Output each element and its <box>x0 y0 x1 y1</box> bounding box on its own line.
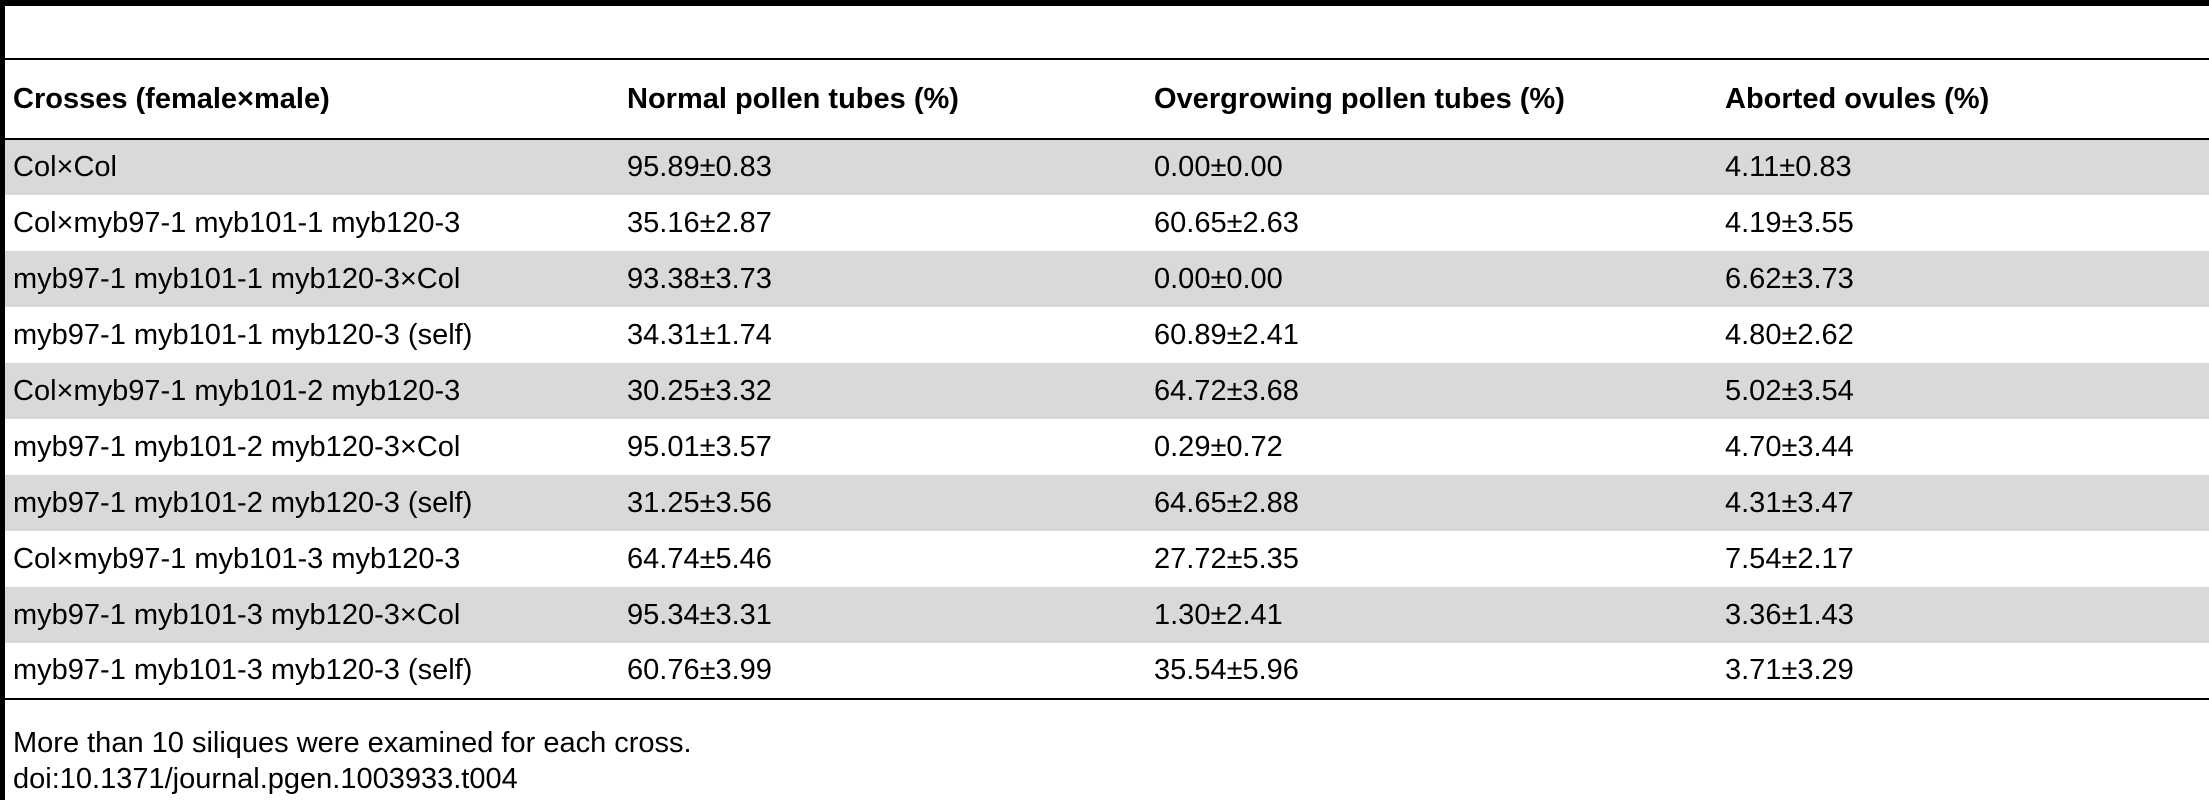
cell-aborted: 3.36±1.43 <box>1717 587 2209 643</box>
table-row: Col×myb97-1 myb101-3 myb120-3 64.74±5.46… <box>5 531 2209 587</box>
cell-normal: 64.74±5.46 <box>627 542 772 575</box>
cell-cross: Col×Col <box>5 139 619 195</box>
cell-normal: 35.16±2.87 <box>627 206 772 239</box>
cell-overgrowing: 0.29±0.72 <box>1154 430 1283 463</box>
cell-normal: 95.89±0.83 <box>619 139 1146 195</box>
cell-normal: 60.76±3.99 <box>619 643 1146 700</box>
cell-aborted: 5.02±3.54 <box>1717 363 2209 419</box>
cell-aborted: 4.80±2.62 <box>1725 318 1854 351</box>
cell-overgrowing: 35.54±5.96 <box>1146 643 1717 700</box>
cell-aborted: 4.11±0.83 <box>1717 139 2209 195</box>
table-row: myb97-1 myb101-3 myb120-3×Col 95.34±3.31… <box>5 587 2209 643</box>
table-row: myb97-1 myb101-2 myb120-3 (self) 31.25±3… <box>5 475 2209 531</box>
table-row: myb97-1 myb101-1 myb120-3×Col 93.38±3.73… <box>5 251 2209 307</box>
doi-label: doi:10.1371/journal.pgen.1003933.t004 <box>13 763 518 795</box>
table-header-row: Crosses (female×male) Normal pollen tube… <box>5 58 2209 140</box>
cell-cross: Col×myb97-1 myb101-3 myb120-3 <box>13 542 461 575</box>
cell-overgrowing: 64.72±3.68 <box>1146 363 1717 419</box>
cell-overgrowing: 64.65±2.88 <box>1146 475 1717 531</box>
cell-normal: 93.38±3.73 <box>619 251 1146 307</box>
cell-normal: 95.34±3.31 <box>619 587 1146 643</box>
cell-normal: 95.01±3.57 <box>627 430 772 463</box>
cell-overgrowing: 60.65±2.63 <box>1154 206 1299 239</box>
cell-normal: 30.25±3.32 <box>619 363 1146 419</box>
cell-aborted: 6.62±3.73 <box>1717 251 2209 307</box>
cell-cross: myb97-1 myb101-3 myb120-3×Col <box>5 587 619 643</box>
cell-aborted: 4.19±3.55 <box>1725 206 1854 239</box>
cell-normal: 31.25±3.56 <box>619 475 1146 531</box>
cell-aborted: 4.70±3.44 <box>1725 430 1854 463</box>
cell-cross: myb97-1 myb101-3 myb120-3 (self) <box>5 643 619 700</box>
cell-cross: myb97-1 myb101-2 myb120-3 (self) <box>5 475 619 531</box>
cell-cross: Col×myb97-1 myb101-2 myb120-3 <box>5 363 619 419</box>
cell-overgrowing: 27.72±5.35 <box>1154 542 1299 575</box>
cell-cross: Col×myb97-1 myb101-1 myb120-3 <box>13 206 461 239</box>
cell-overgrowing: 0.00±0.00 <box>1146 251 1717 307</box>
cell-overgrowing: 1.30±2.41 <box>1146 587 1717 643</box>
cell-normal: 34.31±1.74 <box>627 318 772 351</box>
cell-cross: myb97-1 myb101-1 myb120-3×Col <box>5 251 619 307</box>
crosses-table: Crosses (female×male) Normal pollen tube… <box>5 58 2209 700</box>
table-row: myb97-1 myb101-3 myb120-3 (self) 60.76±3… <box>5 643 2209 700</box>
top-border <box>0 0 2209 6</box>
table-row: Col×myb97-1 myb101-2 myb120-3 30.25±3.32… <box>5 363 2209 419</box>
data-table-container: Crosses (female×male) Normal pollen tube… <box>5 58 2209 700</box>
left-border <box>0 0 5 800</box>
header-aborted-ovules: Aborted ovules (%) <box>1717 58 2209 140</box>
cell-cross: myb97-1 myb101-1 myb120-3 (self) <box>13 318 473 351</box>
cell-aborted: 3.71±3.29 <box>1717 643 2209 700</box>
header-overgrowing-pollen-tubes: Overgrowing pollen tubes (%) <box>1146 58 1717 140</box>
cell-aborted: 7.54±2.17 <box>1725 542 1854 575</box>
cell-overgrowing: 0.00±0.00 <box>1146 139 1717 195</box>
table-row: Col×myb97-1 myb101-1 myb120-3 35.16±2.87… <box>5 195 2209 251</box>
header-crosses: Crosses (female×male) <box>5 58 619 140</box>
table-footnote: More than 10 siliques were examined for … <box>13 727 692 759</box>
cell-cross: myb97-1 myb101-2 myb120-3×Col <box>13 430 461 463</box>
cell-overgrowing: 60.89±2.41 <box>1154 318 1299 351</box>
table-row: myb97-1 myb101-1 myb120-3 (self) 34.31±1… <box>5 307 2209 363</box>
table-row: Col×Col 95.89±0.83 0.00±0.00 4.11±0.83 <box>5 139 2209 195</box>
header-normal-pollen-tubes: Normal pollen tubes (%) <box>619 58 1146 140</box>
cell-aborted: 4.31±3.47 <box>1717 475 2209 531</box>
table-row: myb97-1 myb101-2 myb120-3×Col 95.01±3.57… <box>5 419 2209 475</box>
